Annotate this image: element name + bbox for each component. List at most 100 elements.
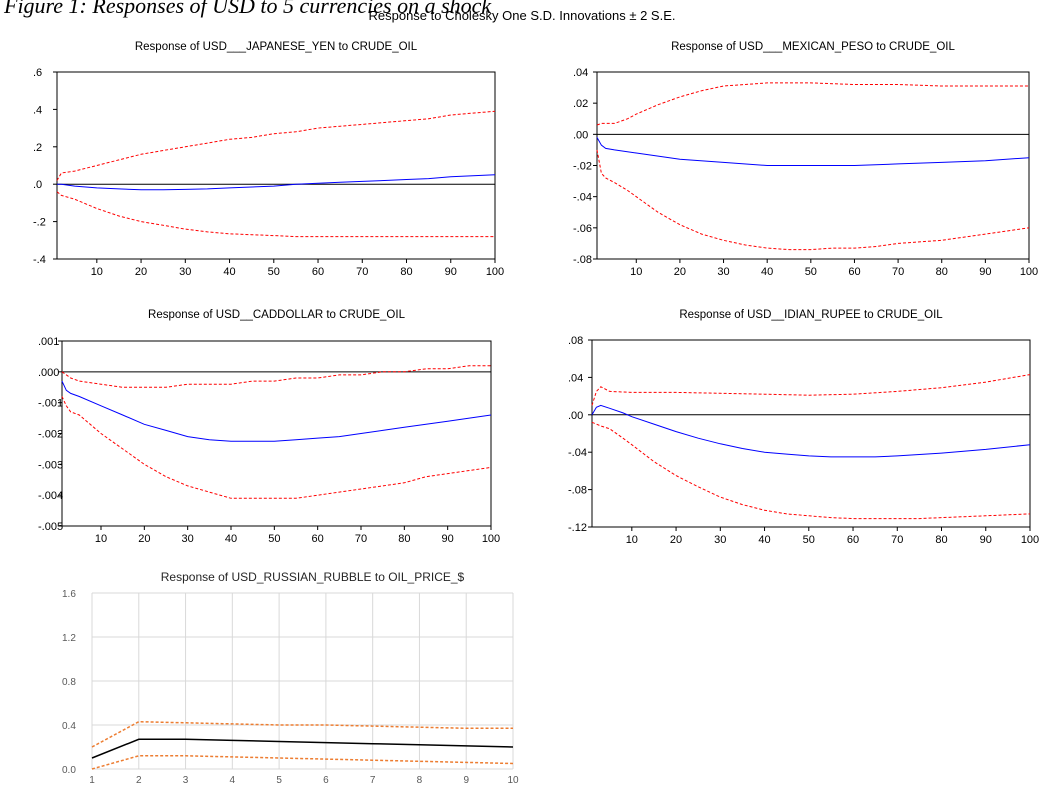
lower-band-line — [591, 421, 1031, 520]
y-tick-label: .6 — [33, 67, 42, 79]
y-tick-label: -.005 — [38, 521, 63, 533]
y-tick-label: -.04 — [568, 447, 587, 459]
y-tick-label: -.002 — [38, 429, 63, 441]
panel-japanese-yen: Response of USD___JAPANESE_YEN to CRUDE_… — [33, 41, 504, 278]
y-tick-label: -.4 — [33, 254, 46, 266]
chart-title: Response of USD_RUSSIAN_RUBBLE to OIL_PR… — [161, 570, 465, 584]
x-tick-label: 10 — [95, 533, 107, 545]
y-tick-label: 1.6 — [62, 589, 76, 600]
x-tick-label: 50 — [268, 266, 280, 278]
upper-band-line — [596, 82, 1029, 126]
lower-band-line — [61, 396, 492, 499]
x-tick-label: 10 — [91, 266, 103, 278]
y-tick-label: -.004 — [38, 490, 63, 502]
x-tick-label: 7 — [370, 775, 376, 786]
y-tick-label: -.06 — [573, 223, 592, 235]
x-tick-label: 4 — [230, 775, 236, 786]
y-tick-label: 0.0 — [62, 765, 76, 776]
x-tick-label: 30 — [179, 266, 191, 278]
x-tick-label: 30 — [714, 534, 726, 546]
response-line — [591, 404, 1031, 458]
x-tick-label: 100 — [482, 533, 500, 545]
chart-title: Response of USD___JAPANESE_YEN to CRUDE_… — [135, 41, 418, 53]
y-tick-label: 0.4 — [62, 721, 76, 732]
x-tick-label: 100 — [1020, 266, 1038, 278]
x-tick-label: 70 — [356, 266, 368, 278]
x-tick-label: 5 — [276, 775, 282, 786]
response-line — [57, 174, 496, 191]
x-tick-label: 20 — [135, 266, 147, 278]
x-tick-label: 20 — [670, 534, 682, 546]
x-tick-label: 8 — [417, 775, 423, 786]
panel-indian-rupee: Response of USD__IDIAN_RUPEE to CRUDE_OI… — [568, 309, 1039, 546]
x-tick-label: 50 — [805, 266, 817, 278]
x-tick-label: 80 — [936, 266, 948, 278]
y-tick-label: -.2 — [33, 217, 46, 229]
y-tick-label: -.08 — [573, 254, 592, 266]
x-tick-label: 90 — [442, 533, 454, 545]
x-tick-label: 90 — [980, 534, 992, 546]
x-tick-label: 30 — [717, 266, 729, 278]
y-tick-label: -.04 — [573, 192, 592, 204]
panel-russian-rubble: Response of USD_RUSSIAN_RUBBLE to OIL_PR… — [62, 570, 519, 786]
x-tick-label: 100 — [486, 266, 504, 278]
figure-suptitle: Response to Cholesky One S.D. Innovation… — [368, 8, 676, 23]
x-tick-label: 80 — [400, 266, 412, 278]
lower-band-line — [91, 755, 514, 770]
y-tick-label: .001 — [38, 336, 59, 348]
x-tick-label: 20 — [674, 266, 686, 278]
y-tick-label: .04 — [568, 372, 583, 384]
upper-band-line — [591, 374, 1031, 406]
chart-title: Response of USD___MEXICAN_PESO to CRUDE_… — [671, 41, 955, 53]
panel-cad-dollar: Response of USD__CADDOLLAR to CRUDE_OIL.… — [38, 309, 500, 545]
x-tick-label: 70 — [355, 533, 367, 545]
lower-band-line — [56, 191, 495, 238]
y-tick-label: -.003 — [38, 459, 63, 471]
x-tick-label: 70 — [892, 266, 904, 278]
plot-frame — [591, 339, 1031, 528]
x-tick-label: 60 — [312, 266, 324, 278]
y-tick-label: .2 — [33, 142, 42, 154]
y-tick-label: .08 — [568, 335, 583, 347]
x-tick-label: 10 — [507, 775, 519, 786]
y-tick-label: .4 — [33, 104, 42, 116]
upper-band-line — [91, 720, 513, 748]
response-line — [91, 738, 514, 759]
x-tick-label: 10 — [626, 534, 638, 546]
y-tick-label: .0 — [33, 179, 42, 191]
y-tick-label: .04 — [573, 67, 588, 79]
y-tick-label: -.08 — [568, 485, 587, 497]
y-tick-label: .02 — [573, 98, 588, 110]
x-tick-label: 60 — [848, 266, 860, 278]
x-tick-label: 50 — [803, 534, 815, 546]
y-tick-label: -.12 — [568, 522, 587, 534]
x-tick-label: 100 — [1021, 534, 1039, 546]
x-tick-label: 40 — [225, 533, 237, 545]
x-tick-label: 60 — [847, 534, 859, 546]
upper-band-line — [56, 110, 496, 181]
response-line — [61, 380, 492, 442]
x-tick-label: 80 — [398, 533, 410, 545]
y-tick-label: -.001 — [38, 398, 63, 410]
x-tick-label: 80 — [935, 534, 947, 546]
y-tick-label: 1.2 — [62, 633, 76, 644]
upper-band-line — [61, 365, 491, 388]
x-tick-label: 1 — [89, 775, 95, 786]
x-tick-label: 70 — [891, 534, 903, 546]
x-tick-label: 50 — [268, 533, 280, 545]
y-tick-label: .00 — [568, 410, 583, 422]
figure-caption: Figure 1: Responses of USD to 5 currenci… — [4, 0, 492, 18]
y-tick-label: 0.8 — [62, 677, 76, 688]
chart-title: Response of USD__CADDOLLAR to CRUDE_OIL — [148, 309, 406, 321]
x-tick-label: 60 — [312, 533, 324, 545]
x-tick-label: 40 — [758, 534, 770, 546]
plot-frame — [56, 71, 496, 260]
x-tick-label: 20 — [138, 533, 150, 545]
x-tick-label: 30 — [182, 533, 194, 545]
x-tick-label: 90 — [445, 266, 457, 278]
lower-band-line — [596, 149, 1030, 251]
x-tick-label: 2 — [136, 775, 142, 786]
x-tick-label: 3 — [183, 775, 189, 786]
panel-mexican-peso: Response of USD___MEXICAN_PESO to CRUDE_… — [573, 41, 1038, 278]
